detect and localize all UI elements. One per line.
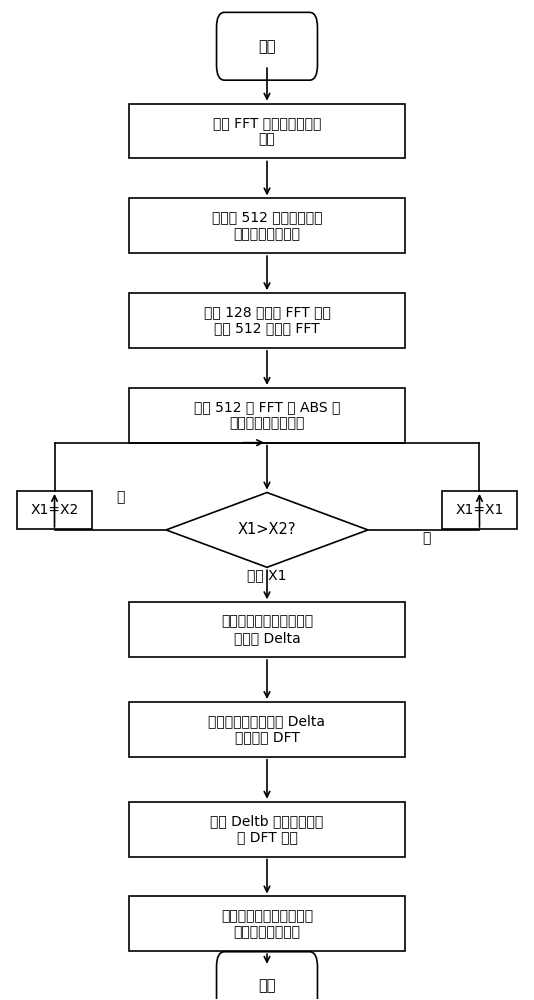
FancyBboxPatch shape [216, 952, 318, 1000]
Text: X1>X2?: X1>X2? [238, 522, 296, 537]
Text: 计算 FFT 最大值序号搜索
范围: 计算 FFT 最大值序号搜索 范围 [213, 116, 321, 146]
FancyBboxPatch shape [442, 491, 517, 529]
FancyBboxPatch shape [17, 491, 92, 529]
FancyBboxPatch shape [129, 104, 405, 158]
Text: 否: 否 [117, 490, 125, 504]
FancyBboxPatch shape [216, 12, 318, 80]
Text: X1=X1: X1=X1 [456, 503, 504, 517]
Text: 两路 128 点复数 FFT 运算
实现 512 点实数 FFT: 两路 128 点复数 FFT 运算 实现 512 点实数 FFT [203, 305, 331, 336]
Text: 结束: 结束 [258, 978, 276, 993]
FancyBboxPatch shape [129, 602, 405, 657]
FancyBboxPatch shape [129, 896, 405, 951]
Polygon shape [166, 493, 368, 567]
Text: 主天线 512 点中频和脉冲
标记匹配延时对齐: 主天线 512 点中频和脉冲 标记匹配延时对齐 [212, 211, 322, 241]
Text: 根据最大值和左右次最大
值取出 Delta: 根据最大值和左右次最大 值取出 Delta [221, 615, 313, 645]
Text: 求取 512 点 FFT 的 ABS 和
最大值搜索范围使能: 求取 512 点 FFT 的 ABS 和 最大值搜索范围使能 [194, 400, 340, 430]
FancyBboxPatch shape [129, 702, 405, 757]
Text: 是: 是 [422, 531, 430, 545]
FancyBboxPatch shape [129, 388, 405, 443]
FancyBboxPatch shape [129, 198, 405, 253]
Text: 开始: 开始 [258, 39, 276, 54]
Text: 对主天线中频信号做 Delta
附近两点 DFT: 对主天线中频信号做 Delta 附近两点 DFT [208, 714, 326, 744]
Text: 输出 X1: 输出 X1 [247, 568, 287, 582]
Text: 反正切求相位、相位差，
计算出精测频结果: 反正切求相位、相位差， 计算出精测频结果 [221, 909, 313, 939]
FancyBboxPatch shape [129, 293, 405, 348]
Text: 利用 Deltb 对四路中频单
点 DFT 运算: 利用 Deltb 对四路中频单 点 DFT 运算 [210, 814, 324, 844]
FancyBboxPatch shape [129, 802, 405, 857]
Text: X1=X2: X1=X2 [30, 503, 78, 517]
